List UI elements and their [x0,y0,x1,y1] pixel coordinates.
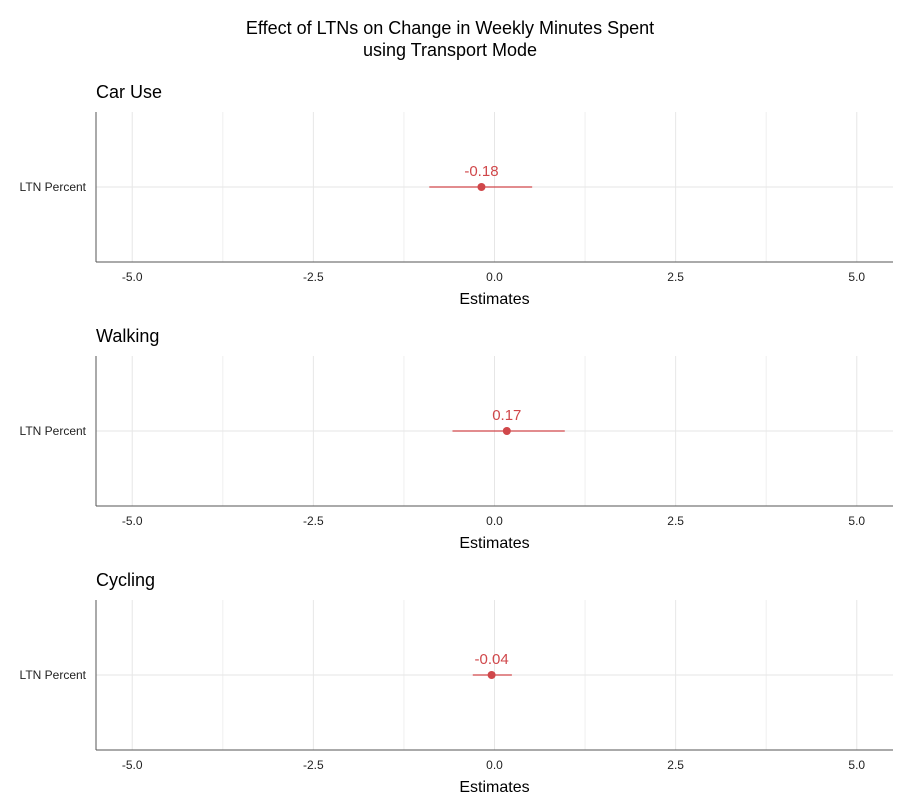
y-tick-label: LTN Percent [20,668,87,682]
x-tick-label: 5.0 [848,758,865,772]
panels-container: Car Use LTN Percent -5.0 -2.5 0.0 2.5 5.0 Estim… [20,82,893,796]
x-tick-label: 2.5 [667,270,684,284]
x-tick-label: 2.5 [667,758,684,772]
estimate-value-label: -0.18 [464,163,498,180]
panel-walking: Walking LTN Percent -5.0 -2.5 0.0 2.5 5.0 Estim… [20,326,893,552]
figure-title-line-1: Effect of LTNs on Change in Weekly Minut… [246,18,654,38]
x-tick-label: 5.0 [848,270,865,284]
x-tick-label: 0.0 [486,270,503,284]
x-tick-label: 0.0 [486,758,503,772]
x-tick-label: -5.0 [122,758,143,772]
x-tick-label: 5.0 [848,514,865,528]
panel-car-use: Car Use LTN Percent -5.0 -2.5 0.0 2.5 5.0 Estim… [20,82,893,308]
estimate-value-label: 0.17 [492,407,521,424]
x-tick-label: -5.0 [122,514,143,528]
y-tick-label: LTN Percent [20,180,87,194]
x-tick-label: -2.5 [303,758,324,772]
panel-title: Walking [96,326,159,346]
panel-title: Car Use [96,82,162,102]
x-tick-label: -2.5 [303,270,324,284]
x-axis-title: Estimates [459,779,529,796]
y-tick-label: LTN Percent [20,424,87,438]
estimate-point [487,671,496,679]
estimate-value-label: -0.04 [475,651,509,668]
x-axis-title: Estimates [459,291,529,308]
x-axis-title: Estimates [459,535,529,552]
panel-title: Cycling [96,570,155,590]
panel-cycling: Cycling LTN Percent -5.0 -2.5 0.0 2.5 5.0 Estim… [20,570,893,796]
x-tick-label: 2.5 [667,514,684,528]
x-tick-label: 0.0 [486,514,503,528]
x-tick-label: -2.5 [303,514,324,528]
x-tick-label: -5.0 [122,270,143,284]
estimate-point [477,183,486,191]
estimate-point [502,427,511,435]
figure-title-line-2: using Transport Mode [363,40,537,60]
